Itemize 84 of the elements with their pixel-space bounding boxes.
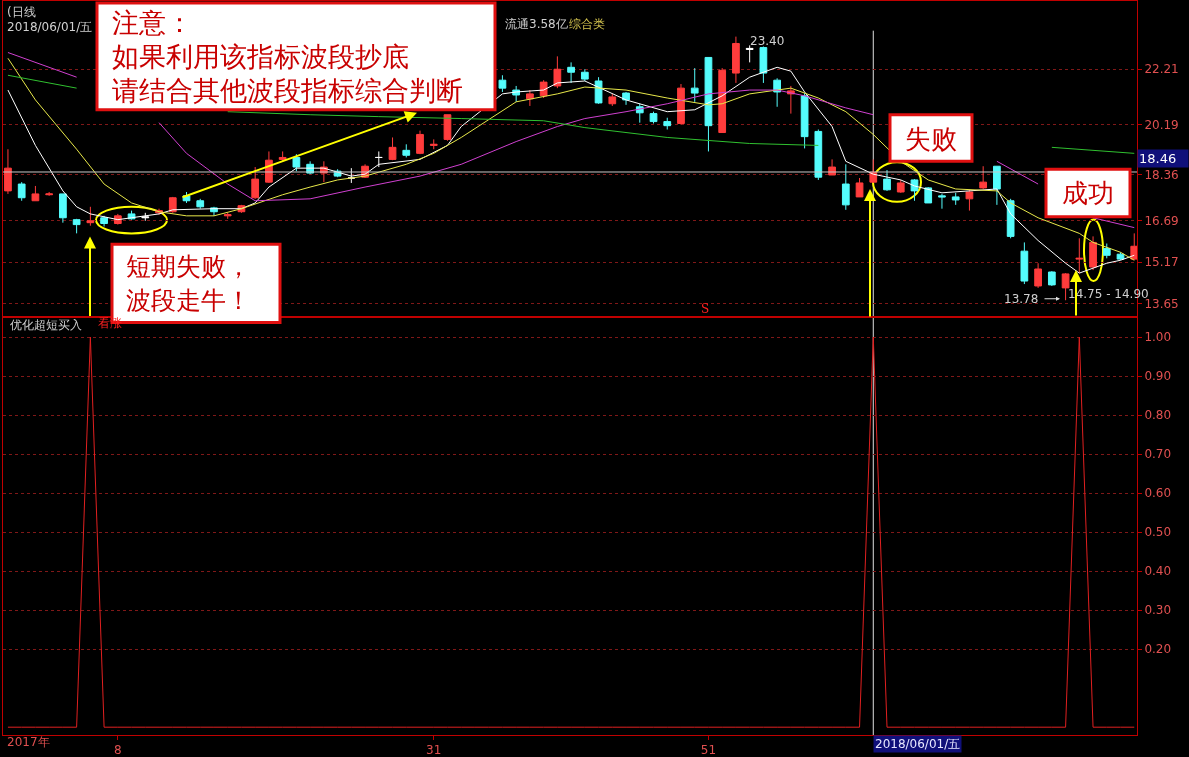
candlestick — [759, 45, 768, 84]
candlestick — [567, 61, 575, 84]
candlestick — [4, 148, 12, 195]
candlestick — [251, 166, 260, 200]
candlestick — [498, 74, 507, 93]
y-tick-label: 18.36 — [1144, 167, 1179, 182]
candlestick — [1020, 241, 1029, 285]
candlestick — [580, 68, 589, 82]
candlestick — [924, 186, 933, 204]
candlestick — [196, 198, 205, 210]
candlestick — [31, 185, 40, 202]
candlestick — [347, 167, 356, 184]
annotation: 失败 — [905, 124, 957, 154]
candlestick — [72, 218, 81, 234]
candlestick — [965, 189, 974, 212]
candlestick — [1089, 235, 1097, 271]
candlestick — [910, 178, 919, 202]
annotation: 综合类 — [569, 17, 605, 31]
y-tick-label: 0.30 — [1144, 603, 1172, 618]
candlestick — [1075, 237, 1084, 274]
candlestick — [896, 179, 905, 194]
annotation: 2017年 — [7, 735, 50, 749]
candlestick — [841, 163, 850, 211]
candlestick — [278, 150, 287, 162]
candlestick — [45, 191, 54, 197]
annotation: 2018/06/01/五 — [7, 20, 93, 34]
candlestick — [883, 169, 891, 192]
annotation: 注意： — [112, 7, 193, 38]
candlestick — [690, 67, 699, 103]
annotation: 13.78 — [1004, 292, 1039, 306]
y-tick-label: 20.19 — [1144, 117, 1179, 132]
ref-line-label: 18.46 — [1139, 151, 1177, 166]
annotation: (日线 — [7, 5, 36, 19]
annotation: 流通3.58亿 — [505, 17, 568, 31]
annotation: 23.40 — [750, 34, 785, 48]
candlestick — [1102, 243, 1111, 259]
candlestick — [622, 91, 630, 106]
y-tick-label: 22.21 — [1144, 62, 1179, 77]
annotation: 看涨 — [98, 316, 122, 330]
annotation: 波段走牛！ — [126, 286, 251, 315]
candlestick — [59, 193, 67, 224]
x-tick-label: 51 — [700, 743, 717, 757]
y-tick-label: 15.17 — [1144, 255, 1179, 270]
candlestick — [526, 89, 534, 107]
candlestick — [993, 165, 1001, 206]
candlestick — [594, 76, 603, 105]
candlestick — [553, 55, 562, 89]
candlestick — [732, 36, 740, 84]
candlestick — [608, 93, 617, 107]
candlestick — [100, 215, 108, 228]
y-tick-label: 0.20 — [1144, 642, 1172, 657]
y-tick-label: 16.69 — [1144, 213, 1179, 228]
x-tick-label: 31 — [426, 743, 442, 757]
candlestick — [745, 44, 754, 63]
y-tick-label: 0.60 — [1144, 486, 1172, 501]
candlestick — [223, 212, 232, 220]
candlestick — [374, 150, 383, 168]
y-tick-label: 0.90 — [1144, 369, 1172, 384]
x-tick-label: 8 — [114, 743, 122, 757]
candlestick — [938, 193, 946, 210]
annotation: 请结合其他波段指标综合判断 — [112, 75, 463, 106]
y-tick-label: 0.70 — [1144, 447, 1172, 462]
annotation: S — [701, 302, 710, 316]
y-tick-label: 0.50 — [1144, 525, 1172, 540]
annotation: 短期失败， — [126, 252, 251, 281]
candlestick — [855, 177, 864, 198]
annotation: 成功 — [1062, 178, 1114, 208]
candlestick — [17, 181, 26, 202]
candlestick — [951, 192, 960, 206]
y-tick-label: 0.40 — [1144, 564, 1172, 579]
candlestick — [1006, 198, 1015, 239]
annotation: 优化超短买入 — [10, 318, 82, 332]
candlestick — [402, 143, 411, 158]
candlestick — [1034, 262, 1042, 289]
candlestick — [979, 165, 988, 190]
annotation: 如果利用该指标波段抄底 — [112, 41, 409, 72]
candlestick — [1047, 270, 1056, 287]
candlestick — [292, 153, 301, 172]
ref-line-label: 2018/06/01/五 — [875, 737, 961, 751]
candlestick — [168, 196, 177, 214]
y-tick-label: 0.80 — [1144, 408, 1172, 423]
candlestick — [814, 129, 823, 181]
candlestick — [86, 206, 95, 227]
y-tick-label: 1.00 — [1144, 330, 1172, 345]
